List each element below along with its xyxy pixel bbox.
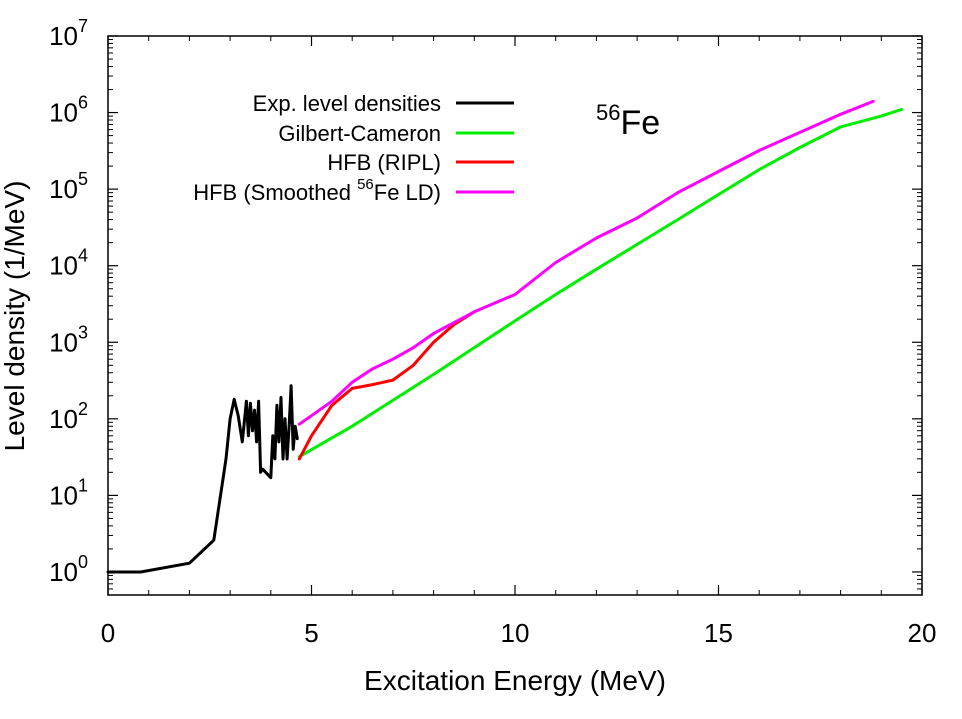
series-layer: [106, 99, 904, 574]
y-tick-label: 100: [49, 552, 88, 587]
legend-label: Gilbert-Cameron: [278, 121, 441, 146]
y-axis-title: Level density (1/MeV): [0, 181, 30, 452]
y-tick-label: 106: [49, 93, 88, 128]
y-tick-label: 102: [49, 399, 88, 434]
annotation-superscript: 56: [596, 100, 620, 125]
plot-frame: [107, 35, 923, 596]
y-tick-label: 104: [49, 246, 88, 281]
axis-ticks: 0 5 10 15 20 100 101 102 103 104 105 106 107: [49, 16, 936, 648]
x-tick-label: 15: [704, 618, 733, 648]
series-line-hfb-smoothed-fe-ld: [297, 99, 875, 426]
y-tick-label: 105: [49, 169, 88, 204]
x-tick-label: 0: [101, 618, 115, 648]
x-axis-title: Excitation Energy (MeV): [364, 665, 666, 696]
annotation-text: Fe: [620, 104, 660, 142]
y-tick-label: 101: [49, 475, 88, 510]
legend-label: HFB (RIPL): [327, 150, 441, 175]
series-line-hfb-ripl: [297, 310, 476, 461]
legend: Exp. level densities Gilbert-Cameron HFB (…: [193, 91, 514, 205]
x-tick-label: 10: [501, 618, 530, 648]
series-line-exp-level-densities: [106, 384, 299, 574]
x-tick-label: 20: [908, 618, 937, 648]
series-line-gilbert-cameron: [297, 107, 904, 459]
legend-label: HFB (Smoothed 56Fe LD): [193, 176, 441, 205]
y-tick-label: 103: [49, 322, 88, 357]
annotation-nuclide: 56Fe: [596, 100, 660, 142]
y-tick-label: 107: [49, 16, 88, 51]
legend-label: Exp. level densities: [253, 91, 441, 116]
x-tick-label: 5: [304, 618, 318, 648]
